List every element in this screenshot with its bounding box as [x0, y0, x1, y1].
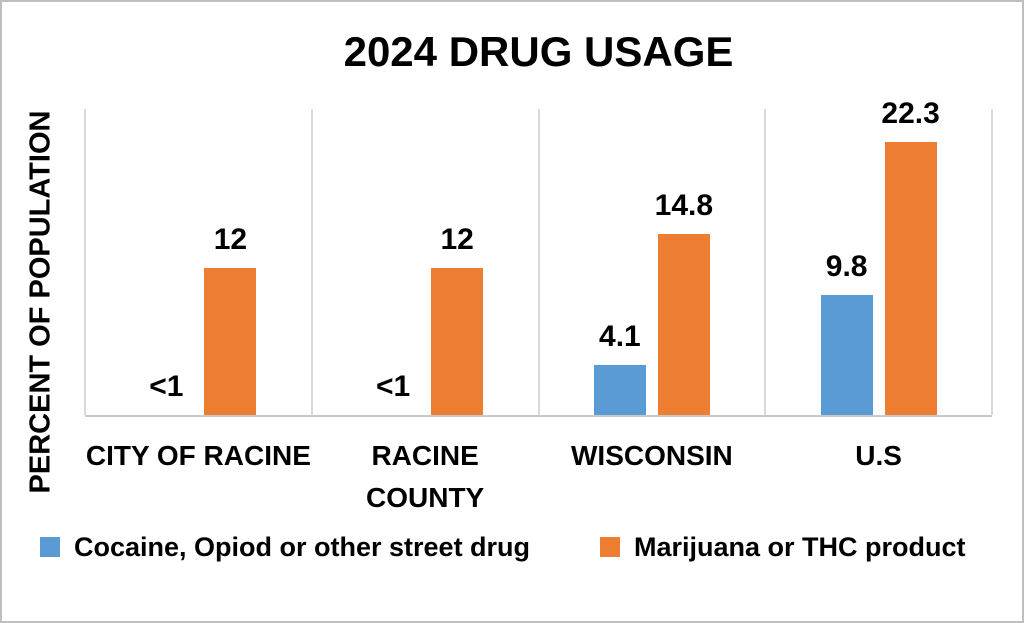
- bar-value-label: <1: [376, 370, 411, 403]
- bar-series2-cat3: [657, 234, 710, 415]
- category-gridline: [764, 109, 767, 415]
- category-label-line: CITY OF RACINE: [85, 440, 311, 471]
- bar-series2-cat4: [884, 142, 937, 415]
- chart-title: 2024 DRUG USAGE: [343, 28, 734, 75]
- bar-series1-cat4: [820, 295, 873, 415]
- category-label: U.S: [765, 435, 992, 477]
- bar-series2-cat2: [431, 268, 484, 415]
- bar-value-label: 9.8: [825, 250, 868, 283]
- legend-label: Marijuana or THC product: [634, 532, 966, 562]
- category-label-line: RACINE: [371, 440, 479, 471]
- category-label-line: WISCONSIN: [570, 440, 733, 471]
- category-label: WISCONSIN: [539, 435, 766, 477]
- y-axis-label: PERCENT OF POPULATION: [24, 110, 57, 494]
- legend-label: Cocaine, Opiod or other street drug: [74, 532, 531, 562]
- category-label: RACINE COUNTY: [312, 435, 539, 519]
- category-label-line: U.S: [855, 440, 902, 471]
- category-label-line: COUNTY: [366, 482, 485, 513]
- category-gridline: [537, 109, 540, 415]
- category-gridline: [84, 109, 86, 415]
- legend-item-series1: Cocaine, Opiod or other street drug: [40, 530, 530, 564]
- x-axis-line: [85, 415, 992, 417]
- category-label: CITY OF RACINE: [85, 435, 312, 477]
- category-gridline: [310, 109, 313, 415]
- bar-value-label: <1: [149, 370, 184, 403]
- legend-item-series2: Marijuana or THC product: [600, 530, 966, 564]
- y-axis-label-wrap: PERCENT OF POPULATION: [8, 110, 74, 494]
- bar-series1-cat3: [593, 365, 646, 415]
- bar-series2-cat1: [204, 268, 257, 415]
- category-axis-labels: CITY OF RACINE RACINE COUNTY WISCONSIN U.S: [85, 435, 992, 525]
- legend: Cocaine, Opiod or other street drug Marij…: [2, 530, 1022, 570]
- legend-swatch-icon: [600, 537, 620, 557]
- bar-value-label: 4.1: [599, 320, 641, 353]
- category-gridline: [991, 109, 993, 415]
- bar-value-label: 14.8: [654, 189, 714, 222]
- bar-value-label: 12: [213, 223, 248, 256]
- bar-value-label: 22.3: [881, 97, 940, 130]
- plot-area: <1 12 <1 12 4.1 14.8 9.8 22.3: [84, 99, 993, 417]
- bar-value-label: 12: [440, 223, 474, 256]
- legend-swatch-icon: [40, 537, 60, 557]
